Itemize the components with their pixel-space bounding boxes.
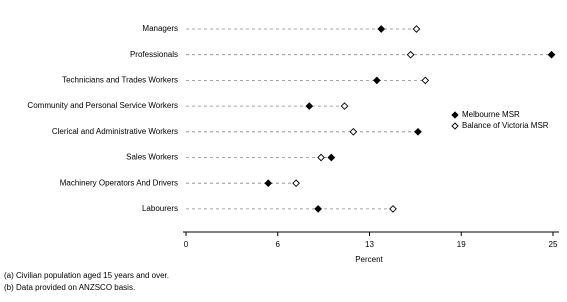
legend-marker [451,111,459,119]
data-point [414,127,422,136]
data-point [421,76,430,85]
data-point [412,25,421,33]
x-tick-label: 13 [365,240,374,249]
y-tick-label: Professionals [130,50,178,59]
legend-label: Melbourne MSR [462,110,520,119]
y-tick-label: Managers [142,24,178,33]
x-tick-label: 19 [457,240,466,249]
x-tick-label: 0 [184,240,189,249]
y-tick-label: Sales Workers [126,153,178,162]
data-point [406,50,415,59]
data-point [292,179,300,188]
data-point [547,50,556,59]
x-tick-label: 25 [549,240,558,249]
y-tick-label: Community and Personal Service Workers [27,101,178,110]
data-point [305,102,314,110]
legend-marker [451,122,459,130]
data-point [264,179,273,188]
data-point [327,153,336,162]
y-tick-label: Labourers [142,204,178,213]
data-point [377,25,386,33]
data-point [314,205,322,213]
x-axis-label: Percent [355,255,383,264]
data-point [340,102,349,110]
data-point [373,76,381,85]
data-point [349,127,358,136]
legend-label: Balance of Victoria MSR [462,121,549,130]
y-tick-label: Machinery Operators And Drivers [60,178,178,187]
footnote: (a) Civilian population aged 15 years an… [4,271,169,280]
data-point [317,153,325,162]
data-point [389,205,397,213]
y-tick-label: Technicians and Trades Workers [62,76,178,85]
y-tick-label: Clerical and Administrative Workers [52,127,178,136]
footnote: (b) Data provided on ANZSCO basis. [4,283,135,292]
x-tick-label: 6 [276,240,281,249]
